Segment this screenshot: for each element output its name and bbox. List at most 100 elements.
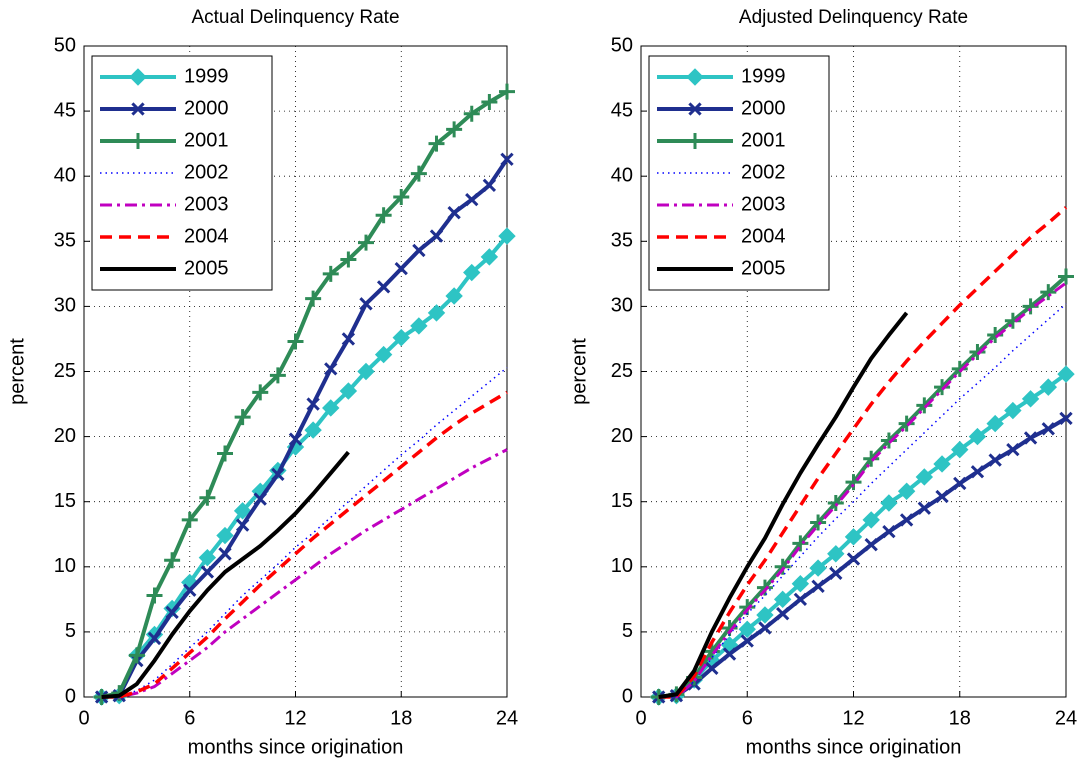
marker (1023, 431, 1038, 445)
marker (322, 265, 339, 282)
marker (410, 317, 428, 335)
legend-label: 1999 (741, 65, 786, 87)
marker (128, 647, 145, 664)
marker (305, 290, 322, 307)
marker (827, 545, 845, 563)
y-tick-label: 0 (622, 685, 633, 707)
marker (880, 432, 897, 449)
marker (481, 93, 498, 110)
marker (1057, 365, 1075, 383)
marker (218, 547, 232, 561)
marker (269, 367, 286, 384)
marker (791, 575, 810, 593)
marker (304, 421, 322, 439)
marker (776, 607, 790, 621)
marker (882, 524, 896, 539)
marker (846, 552, 861, 566)
marker (288, 432, 303, 446)
x-tick-label: 0 (635, 707, 646, 729)
y-tick-label: 25 (611, 360, 633, 382)
marker (463, 263, 481, 282)
marker (845, 474, 862, 491)
y-tick-label: 30 (611, 295, 633, 317)
marker (1006, 442, 1020, 457)
y-tick-label: 35 (54, 230, 76, 252)
marker (480, 248, 499, 266)
marker (758, 621, 772, 635)
marker (181, 511, 198, 528)
marker (235, 518, 250, 532)
marker (1004, 401, 1022, 420)
marker (463, 105, 480, 122)
legend-label: 2004 (741, 225, 786, 247)
marker (216, 526, 234, 545)
legend-marker (688, 102, 702, 116)
y-tick-label: 10 (54, 555, 76, 577)
marker (1058, 268, 1074, 285)
y-tick-label: 5 (65, 620, 76, 642)
y-tick-label: 25 (54, 360, 76, 382)
marker (164, 552, 181, 569)
legend-label: 2003 (184, 193, 229, 215)
legend-label: 2001 (741, 129, 786, 151)
marker (147, 631, 162, 646)
marker (739, 599, 756, 616)
x-tick-label: 12 (842, 707, 864, 729)
y-axis-label: percent (6, 338, 28, 405)
y-axis-label: percent (568, 338, 590, 405)
legend-label: 2005 (184, 257, 229, 279)
marker (252, 384, 269, 401)
marker (199, 489, 216, 506)
marker (447, 205, 461, 220)
x-axis-label: months since origination (188, 736, 404, 758)
marker (165, 605, 179, 620)
marker (482, 178, 497, 192)
legend-label: 2004 (184, 225, 229, 247)
y-tick-label: 15 (611, 490, 633, 512)
marker (970, 465, 985, 479)
x-tick-label: 0 (78, 707, 89, 729)
marker (200, 565, 215, 579)
marker (722, 647, 737, 661)
marker (198, 548, 217, 567)
marker (740, 634, 754, 648)
marker (793, 592, 808, 607)
marker (499, 83, 515, 100)
marker (393, 189, 410, 206)
x-tick-label: 12 (284, 707, 306, 729)
marker (427, 304, 446, 322)
x-tick-label: 18 (949, 707, 971, 729)
marker (253, 492, 267, 506)
y-tick-label: 30 (54, 295, 76, 317)
legend-label: 2000 (741, 97, 786, 119)
series-line (658, 311, 909, 699)
marker (953, 476, 967, 491)
marker (410, 165, 427, 182)
marker (324, 362, 338, 376)
plot-frame (83, 45, 508, 698)
marker (340, 251, 357, 268)
marker (322, 399, 340, 417)
marker (217, 445, 233, 462)
marker (1039, 378, 1057, 396)
y-tick-label: 35 (611, 230, 633, 252)
marker (1059, 411, 1073, 426)
marker (358, 234, 374, 251)
marker (1041, 422, 1055, 436)
marker (951, 360, 968, 377)
legend-label: 2002 (741, 161, 786, 183)
marker (934, 379, 951, 396)
series-line (101, 448, 508, 699)
y-tick-label: 40 (611, 164, 633, 186)
marker (234, 409, 251, 426)
y-tick-label: 20 (54, 425, 76, 447)
marker (339, 382, 358, 400)
chart-title: Adjusted Delinquency Rate (739, 7, 968, 28)
legend-label: 2003 (741, 193, 786, 215)
marker (916, 397, 933, 414)
marker (1040, 284, 1057, 301)
legend-marker (129, 68, 147, 86)
marker (465, 192, 479, 207)
marker (412, 243, 426, 258)
